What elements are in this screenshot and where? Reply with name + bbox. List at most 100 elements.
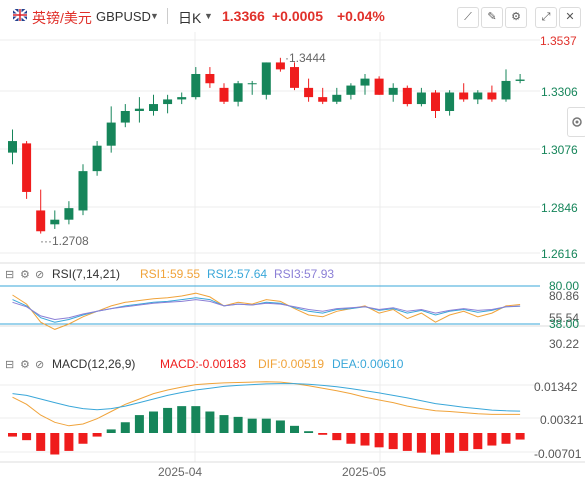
macd-bar <box>205 411 215 433</box>
candle-body <box>431 92 440 111</box>
macd-legend: ⊟ ⚙ ⊘ MACD(12,26,9) MACD:-0.00183 DIF:0.… <box>5 357 404 371</box>
macd-bar <box>487 433 497 446</box>
low-value: 1.2708 <box>52 234 89 248</box>
dea-line <box>12 383 521 412</box>
price-change-pct: +0.04% <box>337 8 385 24</box>
x-axis-label: 2025-04 <box>158 465 202 479</box>
candle-body <box>304 87 314 98</box>
symbol-code[interactable]: GBPUSD <box>96 9 151 24</box>
divider <box>167 8 168 24</box>
candle <box>50 210 60 229</box>
candle-body <box>318 97 328 102</box>
candle-body <box>64 208 74 220</box>
flag-icon <box>13 9 27 21</box>
candle-body <box>191 73 201 98</box>
candle <box>275 57 285 72</box>
x-axis-label: 2025-05 <box>342 465 386 479</box>
close-icon[interactable]: ✕ <box>559 7 581 28</box>
rsi-axis-label: 38.00 <box>549 317 579 331</box>
rsi-axis-label: 55.54 <box>549 311 579 325</box>
candle-body <box>78 171 88 211</box>
price-axis-label: 1.3076 <box>541 143 578 157</box>
macd-bar <box>501 433 511 444</box>
rsi-line-rsi2 <box>12 297 521 323</box>
macd-bar <box>120 422 130 433</box>
candle-body <box>346 85 356 95</box>
sidebar-toggle[interactable] <box>567 107 585 137</box>
candle <box>78 164 88 216</box>
macd-bar <box>261 418 271 433</box>
rsi2-value: RSI2:57.64 <box>207 267 267 281</box>
macd-axis-label: -0.00701 <box>534 447 582 461</box>
high-annotation: ·1.3444 <box>285 51 326 65</box>
candle-body <box>275 62 285 70</box>
candle-body <box>360 78 370 86</box>
candle <box>106 106 116 153</box>
dif-value: DIF:0.00519 <box>258 357 324 371</box>
candle <box>205 67 215 88</box>
chart-header: 英镑/美元 GBPUSD ▼ 日K ▼ 1.3366 +0.0005 +0.04… <box>0 0 585 32</box>
candle-body <box>106 122 116 146</box>
macd-bar <box>445 433 455 453</box>
candle-body <box>134 108 144 111</box>
dea-value: DEA:0.00610 <box>332 357 404 371</box>
rsi-title: RSI(7,14,21) <box>52 267 120 281</box>
price-axis-label: 1.2846 <box>541 201 578 215</box>
candle <box>290 62 299 91</box>
candle <box>388 83 398 102</box>
eye-off-icon[interactable]: ⊘ <box>35 269 44 281</box>
rsi1-value: RSI1:59.55 <box>140 267 200 281</box>
candle-body <box>149 104 158 111</box>
candle <box>402 85 412 107</box>
macd-bar <box>219 415 229 433</box>
draw-icon[interactable]: ⟋ <box>457 7 479 28</box>
macd-bar <box>290 425 299 433</box>
chevron-down-icon[interactable]: ▼ <box>150 11 159 21</box>
price-axis-label: 1.2616 <box>541 247 578 261</box>
settings-icon[interactable]: ⚙ <box>20 359 30 371</box>
price-axis-label: 1.3306 <box>541 85 578 99</box>
candle-body <box>459 92 469 100</box>
symbol-name-cn[interactable]: 英镑/美元 <box>32 10 92 26</box>
candle <box>304 78 314 102</box>
edit-icon[interactable]: ✎ <box>481 7 503 28</box>
rsi3-value: RSI3:57.93 <box>274 267 334 281</box>
candle-body <box>501 80 511 100</box>
collapse-icon[interactable]: ⊟ <box>5 359 14 371</box>
eye-off-icon[interactable]: ⊘ <box>35 359 44 371</box>
macd-bar <box>515 433 525 440</box>
candle <box>261 62 271 100</box>
period-selector[interactable]: 日K <box>178 10 202 26</box>
macd-bar <box>50 433 60 455</box>
macd-axis-label: 0.01342 <box>534 380 578 394</box>
chevron-down-icon[interactable]: ▼ <box>204 11 213 21</box>
macd-bar <box>374 433 384 448</box>
candle <box>487 85 497 102</box>
rsi-line-rsi3 <box>12 299 521 321</box>
macd-bar <box>431 433 440 455</box>
candle <box>473 90 483 105</box>
candle <box>374 76 384 95</box>
macd-value: MACD:-0.00183 <box>160 357 246 371</box>
candle <box>134 97 144 123</box>
candle <box>332 87 342 105</box>
candle-body <box>233 83 243 102</box>
expand-icon[interactable]: ⤢ <box>535 7 557 28</box>
candle-body <box>290 67 299 88</box>
macd-bar <box>473 433 483 450</box>
rsi-legend: ⊟ ⚙ ⊘ RSI(7,14,21) RSI1:59.55 RSI2:57.64… <box>5 267 334 281</box>
candle-body <box>50 219 60 225</box>
settings-icon[interactable] <box>568 108 585 136</box>
macd-title: MACD(12,26,9) <box>52 357 135 371</box>
collapse-icon[interactable]: ⊟ <box>5 269 14 281</box>
candle <box>501 69 511 102</box>
macd-bar <box>233 416 243 433</box>
macd-bar <box>360 433 370 446</box>
settings-icon[interactable]: ⚙ <box>20 269 30 281</box>
candle <box>318 87 328 105</box>
candle <box>163 94 173 114</box>
candle-body <box>487 92 497 100</box>
macd-bar <box>8 433 17 437</box>
settings-icon[interactable]: ⚙ <box>505 7 527 28</box>
